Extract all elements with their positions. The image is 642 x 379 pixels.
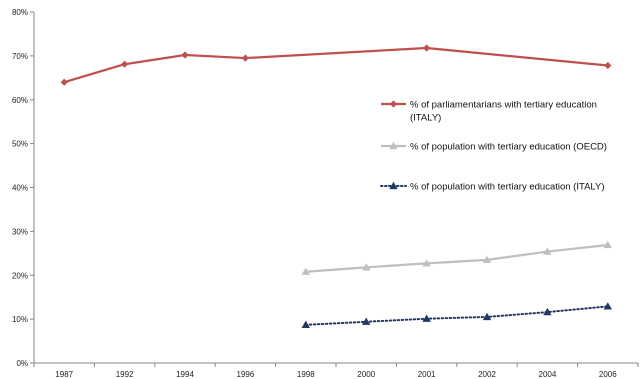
y-tick-label: 70% xyxy=(12,52,28,61)
chart-axes: 0% 10% 20% 30% 40% 50% 60% 70% 80% 1987 1992 1994 19… xyxy=(12,8,639,379)
x-tick-label: 2001 xyxy=(418,370,436,379)
x-tick-label: 1996 xyxy=(237,370,255,379)
y-tick-label: 60% xyxy=(12,96,28,105)
y-tick-label: 30% xyxy=(12,227,28,236)
series-2 xyxy=(301,240,612,275)
legend-swatch-marker xyxy=(389,181,398,190)
data-point xyxy=(362,263,371,271)
y-tick-label: 10% xyxy=(12,315,28,324)
data-point xyxy=(603,240,612,249)
y-tick-label: 40% xyxy=(12,184,28,193)
legend-label: (ITALY) xyxy=(410,113,441,124)
series-3 xyxy=(301,302,612,328)
data-point xyxy=(181,51,189,59)
x-tick-label: 1987 xyxy=(55,370,73,379)
series-1 xyxy=(60,44,612,86)
data-point xyxy=(543,307,552,316)
data-point xyxy=(543,247,552,255)
y-tick-label: 20% xyxy=(12,271,28,280)
x-tick-label: 1992 xyxy=(116,370,134,379)
x-tick-label: 2002 xyxy=(478,370,496,379)
legend-swatch-marker xyxy=(389,141,398,150)
x-tick-label: 1994 xyxy=(176,370,194,379)
legend-entry-2: % of population with tertiary education … xyxy=(381,142,607,153)
legend-entry-1: % of parliamentarians with tertiary educ… xyxy=(381,100,597,124)
data-point xyxy=(482,255,492,264)
chart-legend: % of parliamentarians with tertiary educ… xyxy=(380,100,607,193)
x-tick-label: 2004 xyxy=(539,370,557,379)
data-point xyxy=(604,61,612,70)
y-tick-label: 80% xyxy=(12,8,28,17)
series-line xyxy=(63,46,608,84)
legend-swatch-marker xyxy=(389,100,398,108)
x-tick-label: 2000 xyxy=(357,370,375,379)
legend-label: % of parliamentarians with tertiary educ… xyxy=(410,100,597,111)
data-point xyxy=(422,314,431,322)
data-point xyxy=(121,60,129,68)
chart-series xyxy=(60,44,612,328)
legend-entry-3: % of population with tertiary education … xyxy=(380,181,605,193)
data-point xyxy=(423,44,431,52)
data-point xyxy=(362,317,371,325)
legend-label: % of population with tertiary education … xyxy=(410,142,607,153)
data-point xyxy=(482,312,492,321)
legend-label: % of population with tertiary education … xyxy=(410,182,605,193)
data-point xyxy=(301,320,310,328)
y-tick-label: 50% xyxy=(12,140,28,149)
series-line xyxy=(305,243,608,273)
data-point xyxy=(60,78,68,86)
series-line xyxy=(304,305,609,326)
data-point xyxy=(241,54,249,62)
data-point xyxy=(422,259,431,267)
y-tick-label: 0% xyxy=(16,359,28,368)
data-point xyxy=(603,302,612,310)
data-point xyxy=(301,267,310,275)
x-tick-label: 1998 xyxy=(297,370,315,379)
x-tick-label: 2006 xyxy=(599,370,617,379)
